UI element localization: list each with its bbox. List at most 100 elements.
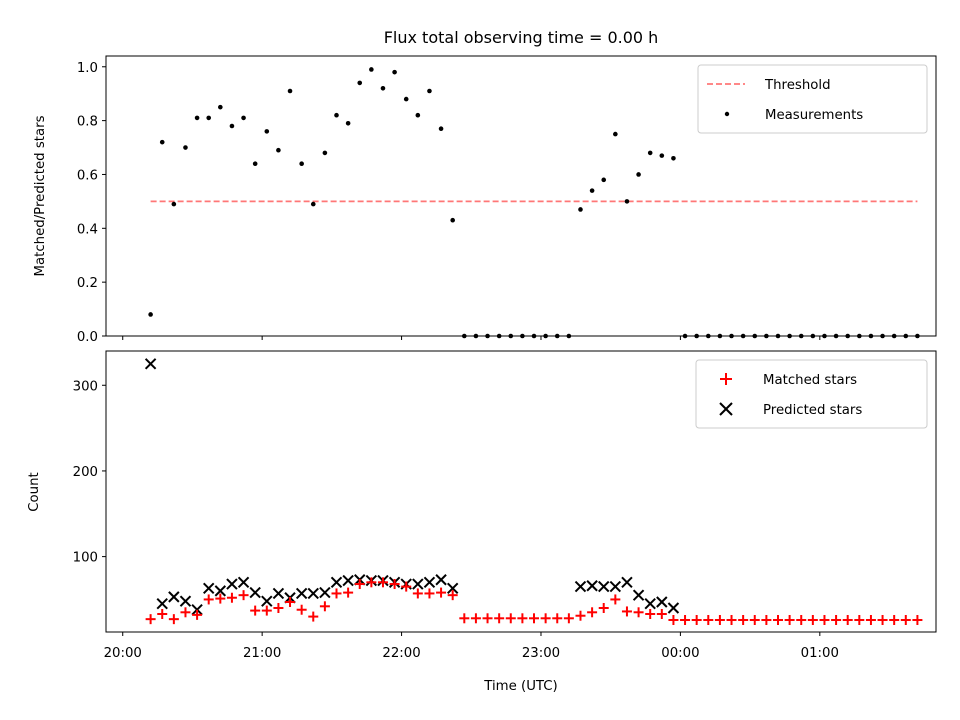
- matched-star-point: [354, 579, 365, 590]
- bottom-legend-box: [695, 359, 928, 429]
- legend-matched-label: Matched stars: [763, 373, 857, 388]
- predicted-stroke: [237, 576, 250, 589]
- bottom-x-tick-label: 01:00: [801, 646, 839, 661]
- bottom-x-tick-label: 21:00: [243, 646, 281, 661]
- matched-star-point: [447, 590, 458, 601]
- matched-star-point: [691, 615, 702, 626]
- matched-star-point: [319, 601, 330, 612]
- predicted-stroke: [144, 358, 157, 370]
- predicted-stroke: [423, 576, 436, 589]
- matched-star-point: [668, 615, 679, 626]
- predicted-stroke: [330, 576, 343, 589]
- measurement-point: [415, 112, 421, 118]
- top-y-tick-label: 0.0: [77, 330, 98, 345]
- matched-star-point: [296, 604, 307, 615]
- predicted-star-point: [191, 604, 203, 616]
- matched-star-point: [807, 615, 818, 626]
- measurement-point: [159, 139, 165, 145]
- matched-star-point: [831, 615, 842, 626]
- matched-star-point: [645, 609, 656, 620]
- matched-star-point: [912, 615, 923, 626]
- measurement-point: [427, 88, 432, 94]
- predicted-star-point: [621, 576, 633, 589]
- predicted-stroke: [319, 586, 331, 599]
- matched-star-point: [250, 605, 261, 616]
- predicted-stroke: [621, 576, 633, 589]
- predicted-stroke: [191, 604, 203, 616]
- bottom-x-ticks: 20:00 21:00 22:00 23:00 00:00 01:00: [104, 632, 839, 661]
- matched-star-point: [331, 588, 342, 599]
- measurement-point: [636, 172, 641, 177]
- predicted-stroke: [261, 595, 273, 607]
- predicted-star-point: [202, 582, 215, 595]
- predicted-star-point: [144, 358, 157, 370]
- predicted-star-point: [307, 587, 319, 600]
- matched-star-point: [482, 613, 493, 624]
- predicted-stroke: [609, 580, 622, 593]
- matched-star-point: [226, 592, 237, 603]
- predicted-star-point: [423, 576, 436, 589]
- predicted-star-point: [249, 586, 261, 599]
- predicted-stroke: [226, 578, 238, 590]
- predicted-star-point: [330, 576, 343, 589]
- measurement-point: [450, 217, 455, 223]
- measurement-point: [183, 145, 188, 150]
- predicted-star-point: [446, 582, 459, 595]
- measurement-point: [601, 177, 607, 183]
- measurement-point: [403, 96, 409, 102]
- predicted-star-point: [609, 580, 622, 593]
- matched-star-point: [470, 613, 481, 624]
- bottom-panel: 100 200 300 20:00 21:00 22:00 23:00 00:00 01:00…: [27, 350, 937, 694]
- predicted-star-point: [342, 574, 354, 587]
- matched-star-point: [761, 615, 772, 626]
- matched-star-point: [900, 615, 911, 626]
- matched-star-point: [238, 590, 249, 601]
- predicted-star-point: [261, 595, 273, 607]
- bottom-x-tick-label: 00:00: [661, 646, 699, 661]
- measurement-point: [578, 207, 583, 212]
- predicted-stroke: [435, 574, 447, 586]
- predicted-stroke: [656, 596, 668, 608]
- top-y-tick-label: 1.0: [77, 61, 98, 76]
- predicted-star-point: [632, 589, 645, 601]
- predicted-stroke: [179, 595, 192, 607]
- measurement-point: [276, 147, 281, 153]
- bottom-y-tick-label: 300: [73, 379, 98, 394]
- matched-star-point: [343, 587, 354, 598]
- measurement-point: [624, 199, 630, 204]
- predicted-star-point: [237, 576, 250, 589]
- matched-star-point: [540, 613, 551, 624]
- top-y-tick-label: 0.2: [77, 276, 98, 291]
- bottom-plot-frame: [105, 350, 937, 633]
- legend-predicted-swatch: [719, 402, 733, 416]
- matched-star-point: [598, 603, 609, 614]
- matched-star-point: [366, 577, 377, 588]
- counts-layer: [144, 358, 923, 626]
- matched-star-point: [842, 615, 853, 626]
- matched-star-point: [192, 609, 203, 620]
- measurement-point: [334, 112, 339, 118]
- top-legend-box: [697, 64, 928, 134]
- bottom-y-ticks: 100 200 300: [73, 379, 106, 566]
- matched-star-point: [377, 577, 388, 588]
- predicted-stroke: [446, 582, 459, 595]
- matched-star-point: [145, 614, 156, 625]
- measurement-point: [357, 80, 363, 86]
- predicted-stroke: [307, 587, 319, 600]
- matched-star-point: [389, 579, 400, 590]
- predicted-stroke: [632, 589, 645, 601]
- measurement-point: [264, 129, 270, 134]
- legend-predicted-label: Predicted stars: [763, 403, 862, 418]
- predicted-stroke: [202, 582, 215, 595]
- matched-star-point: [865, 615, 876, 626]
- matched-star-point: [494, 613, 505, 624]
- predicted-stroke: [249, 586, 261, 599]
- measurement-point: [671, 156, 676, 161]
- matched-star-point: [784, 615, 795, 626]
- matched-star-point: [529, 613, 540, 624]
- predicted-star-point: [226, 578, 238, 590]
- matched-star-point: [168, 614, 179, 625]
- matched-star-point: [157, 609, 168, 620]
- measurement-point: [345, 121, 351, 126]
